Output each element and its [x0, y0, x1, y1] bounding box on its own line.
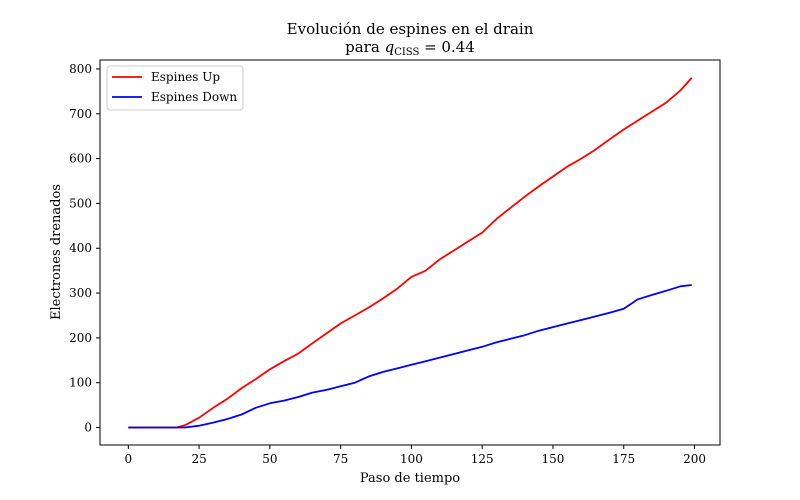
chart-title-line2: para qCISS = 0.44 [345, 38, 475, 58]
y-tick-label: 300 [69, 286, 92, 300]
series-line-down [128, 284, 692, 429]
series-line-up [128, 77, 693, 429]
x-tick-label: 50 [262, 452, 277, 466]
y-tick-label: 100 [69, 376, 92, 390]
x-tick-label: 200 [683, 452, 706, 466]
y-axis-label: Electrones drenados [49, 184, 64, 320]
x-tick-label: 150 [542, 452, 565, 466]
y-tick-label: 800 [69, 62, 92, 76]
legend: Espines Up Espines Down [106, 65, 244, 111]
legend-label-down: Espines Down [151, 90, 237, 104]
plot-area [128, 77, 693, 429]
x-axis-label: Paso de tiempo [360, 471, 460, 486]
y-tick-label: 200 [69, 331, 92, 345]
y-tick-label: 700 [69, 107, 92, 121]
legend-label-up: Espines Up [151, 70, 220, 84]
x-tick-label: 100 [400, 452, 423, 466]
y-tick-label: 0 [84, 421, 92, 435]
x-tick-label: 125 [471, 452, 494, 466]
x-tick-label: 175 [612, 452, 635, 466]
y-tick-label: 500 [69, 196, 92, 210]
x-tick-label: 75 [333, 452, 348, 466]
plot-frame [99, 59, 721, 446]
y-tick-label: 600 [69, 152, 92, 166]
x-tick-label: 0 [124, 452, 132, 466]
chart-title-line1: Evolución de espines en el drain [287, 20, 534, 38]
y-tick-label: 400 [69, 241, 92, 255]
x-tick-label: 25 [191, 452, 206, 466]
